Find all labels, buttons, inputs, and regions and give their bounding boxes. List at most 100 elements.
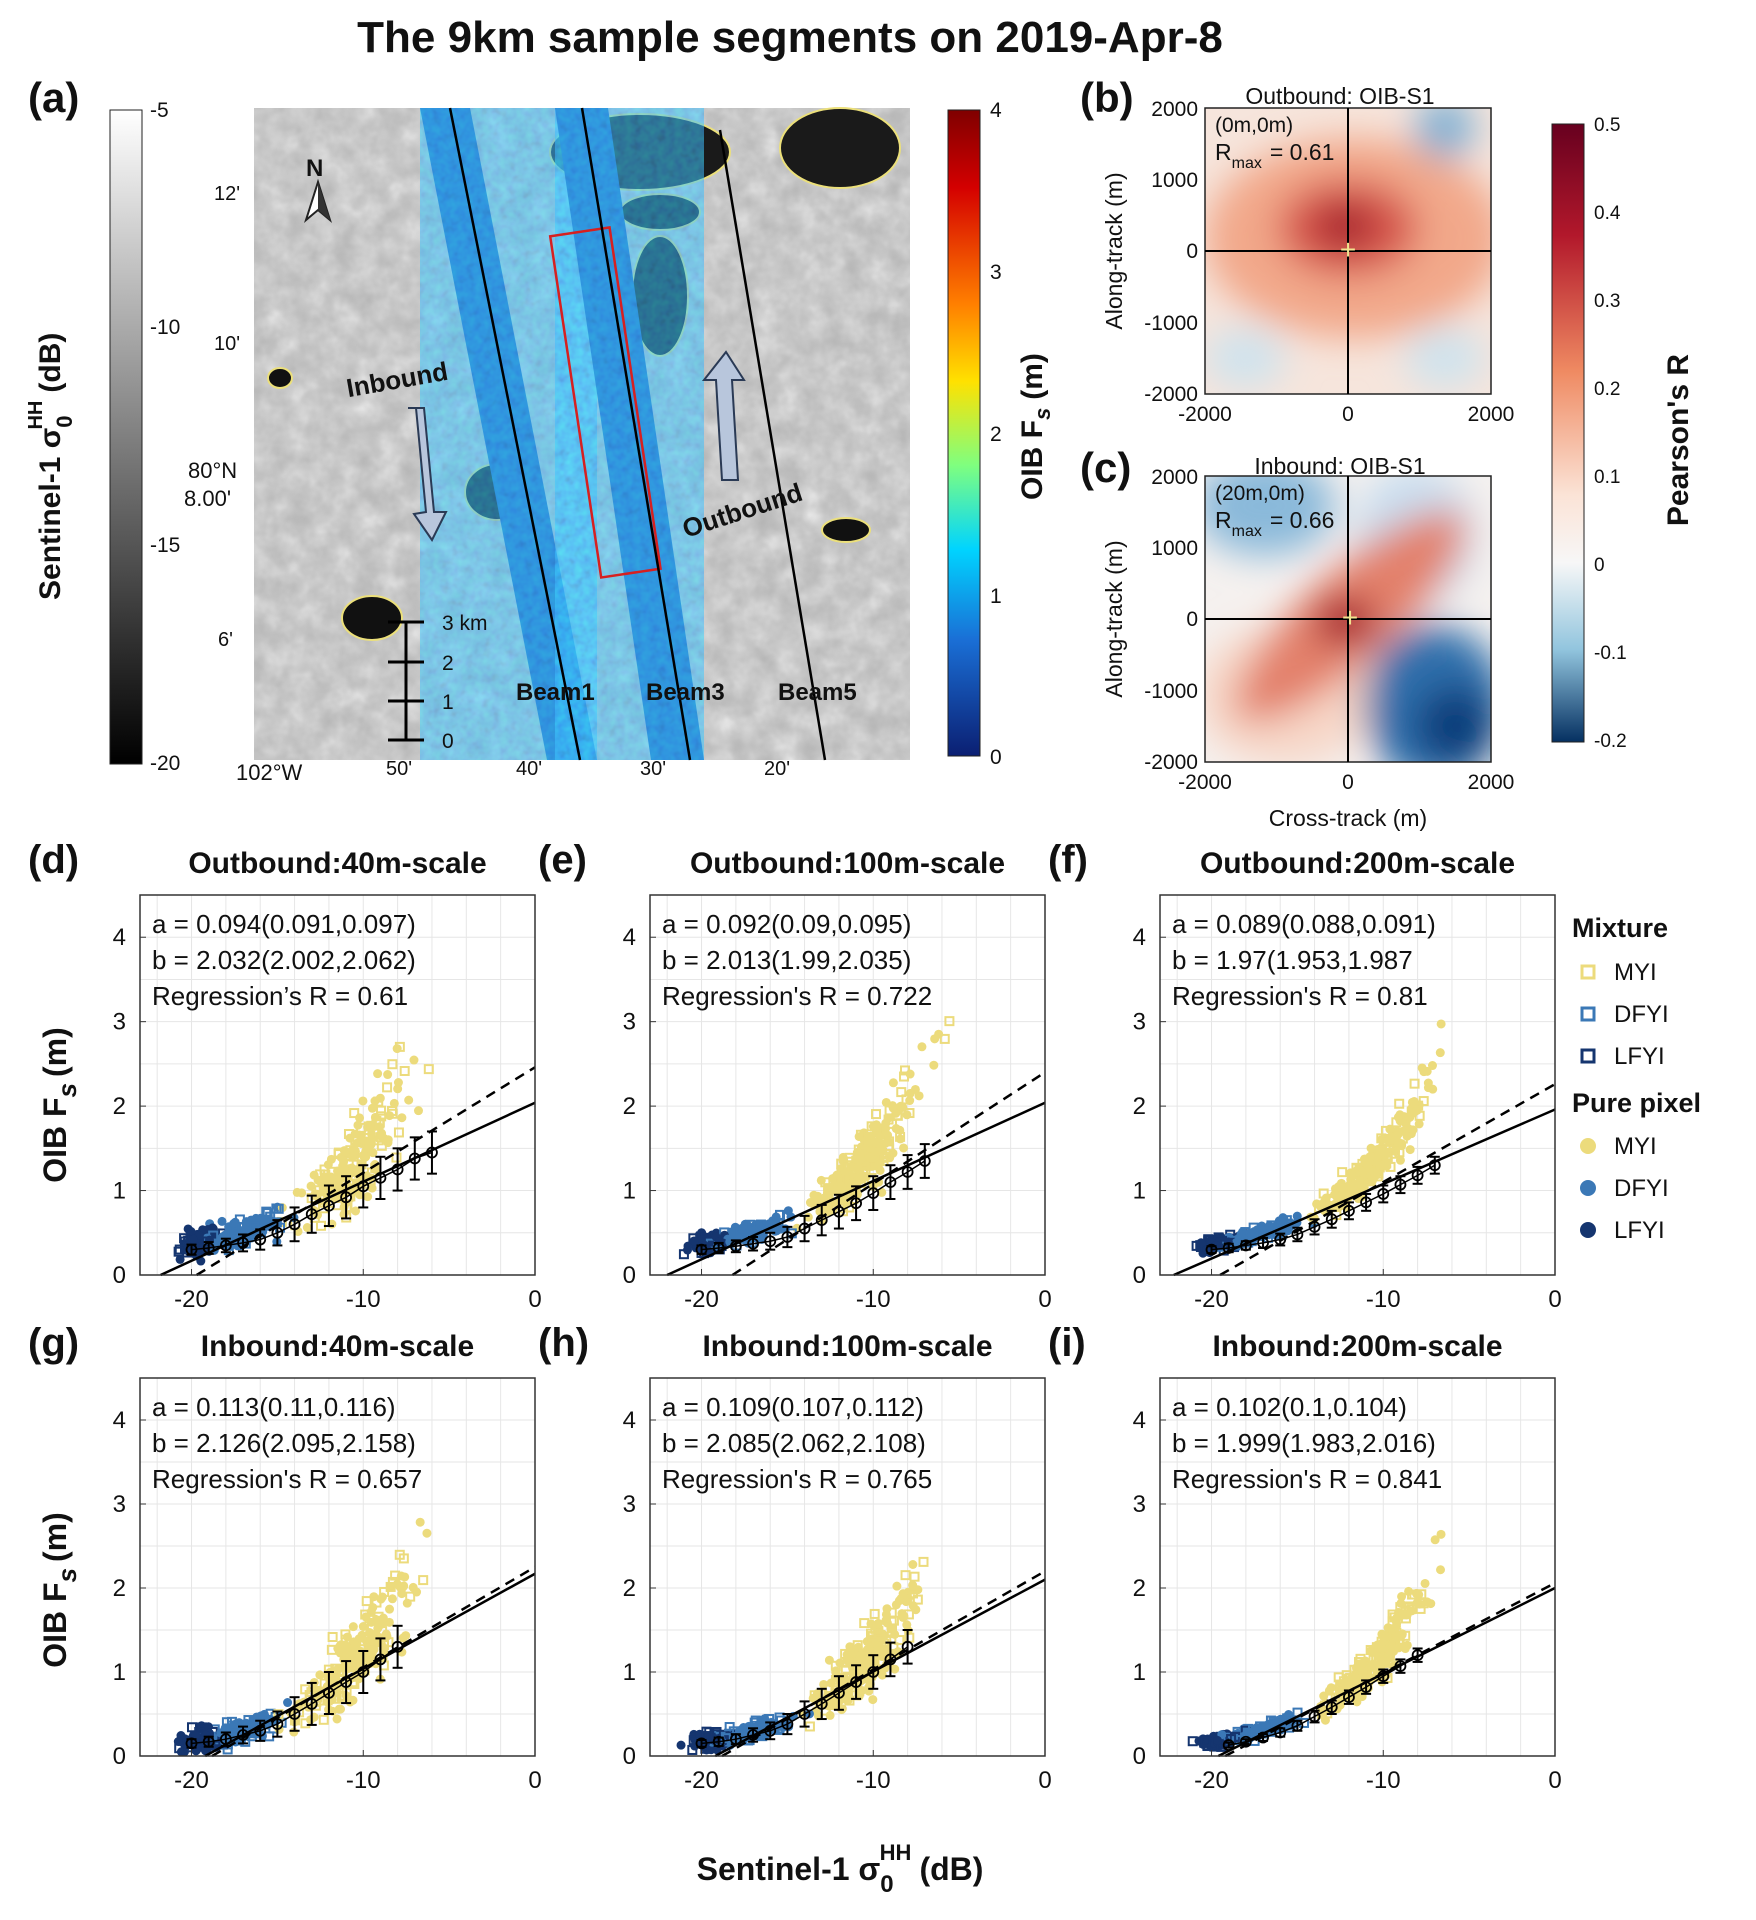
- scatter-point-pure: [1349, 1181, 1359, 1191]
- scatter-point-pure: [188, 1234, 198, 1244]
- fit-r-text: Regression's R = 0.841: [1172, 1464, 1442, 1494]
- scatter-point-mixture: [1187, 1736, 1198, 1747]
- binned-mean-point: [1377, 1188, 1390, 1200]
- s1-tick: -5: [150, 99, 169, 122]
- corr-tick: 0: [1186, 608, 1198, 631]
- scatter-panel-g: -20 -10 0 0 1 2 3 4 (g) Inbound:40m-scale a = 0.11…: [28, 1321, 542, 1794]
- scatter-point-pure: [1330, 1190, 1340, 1200]
- binned-mean-point: [798, 1222, 811, 1235]
- axes-frame: [649, 894, 1046, 1276]
- scatter-point-pure: [683, 1241, 693, 1251]
- scatter-point-pure: [875, 1158, 885, 1168]
- panel-c-title: Inbound: OIB-S1: [1254, 453, 1425, 479]
- binned-mean-point: [426, 1146, 438, 1159]
- x-tick-label: -10: [856, 1767, 891, 1794]
- scalebar-label: 0: [442, 730, 454, 753]
- corr-xtick: 0: [1342, 403, 1354, 426]
- scatter-point-pure: [341, 1649, 351, 1659]
- binned-mean-point: [185, 1243, 198, 1256]
- binned-mean-point: [781, 1231, 794, 1243]
- fit-r-text: Regression's R = 0.657: [152, 1464, 422, 1494]
- scatter-point-pure: [857, 1686, 867, 1696]
- scatter-point-pure: [1404, 1586, 1414, 1596]
- y-tick-label: 3: [623, 1009, 636, 1036]
- scatter-point-pure: [1405, 1145, 1415, 1155]
- oib-colorbar-label: OIB Fs(m): [1016, 353, 1055, 500]
- binned-mean-point: [833, 1687, 845, 1699]
- scatter-panel-i: -20 -10 0 0 1 2 3 4 (i) Inbound:200m-scale a = 0.1…: [1048, 1321, 1562, 1794]
- corr-tick: 0: [1186, 240, 1198, 263]
- binned-mean-point: [850, 1197, 862, 1210]
- scatter-points: [678, 1016, 955, 1260]
- scatter-point-pure: [1430, 1535, 1440, 1545]
- y-tick-label: 3: [113, 1009, 126, 1036]
- binned-mean-point: [288, 1708, 301, 1720]
- beam-label: Beam5: [778, 679, 857, 706]
- fit-r-text: Regression's R = 0.765: [662, 1464, 932, 1494]
- scatter-point-pure: [397, 1113, 407, 1123]
- scatter-point-mixture: [398, 1553, 409, 1564]
- panel-title: Outbound:100m-scale: [690, 847, 1005, 880]
- binned-mean-line: [1211, 1164, 1436, 1251]
- scatter-point-mixture: [262, 1208, 273, 1219]
- scatter-point-pure: [366, 1139, 376, 1149]
- scatter-point-pure: [879, 1644, 889, 1654]
- y-tick-label: 1: [623, 1178, 636, 1205]
- scatter-point-pure: [1375, 1146, 1385, 1156]
- scatter-point-mixture: [944, 1016, 955, 1027]
- scatter-point-pure: [1315, 1200, 1325, 1210]
- y-tick-label: 4: [623, 924, 636, 951]
- scatter-point-pure: [229, 1219, 239, 1229]
- scatter-point-pure: [868, 1695, 878, 1705]
- scatter-point-pure: [217, 1216, 227, 1226]
- scatter-point-pure: [1400, 1644, 1410, 1654]
- scatter-point-mixture: [390, 1570, 401, 1581]
- scatter-point-pure: [340, 1640, 350, 1650]
- binned-mean-point: [747, 1237, 759, 1250]
- scatter-point-pure: [355, 1113, 365, 1123]
- x-tick-label: -20: [684, 1767, 719, 1794]
- corr-tick: 1000: [1151, 537, 1198, 560]
- scatter-point-mixture: [939, 1033, 950, 1044]
- scatter-point-pure: [306, 1715, 316, 1725]
- scatter-point-pure: [864, 1682, 874, 1692]
- scatter-point-pure: [1409, 1096, 1419, 1106]
- scatter-point-pure: [289, 1727, 299, 1737]
- fit-line-dashed: [196, 1066, 536, 1277]
- scatter-point-pure: [336, 1704, 346, 1714]
- binned-mean-point: [374, 1653, 387, 1666]
- panel-a-label: (a): [28, 74, 79, 121]
- dark-floe-patches: [267, 107, 901, 641]
- binned-mean-point: [237, 1729, 249, 1741]
- scatter-point-pure: [854, 1132, 864, 1142]
- pearson-tick: 0.4: [1594, 203, 1621, 224]
- scatter-point-mixture: [1388, 1628, 1399, 1639]
- y-tick-label: 4: [1133, 924, 1146, 951]
- scatter-point-mixture: [894, 1635, 905, 1646]
- binned-mean-point: [729, 1733, 742, 1746]
- inbound-arrow-icon: [408, 407, 448, 542]
- scatter-point-pure: [884, 1113, 894, 1123]
- plot-area: [140, 895, 535, 1275]
- scatter-point-mixture: [328, 1178, 339, 1189]
- scatter-point-mixture: [896, 1087, 907, 1098]
- pearson-tick: -0.1: [1594, 643, 1627, 664]
- y-tick-label: 3: [113, 1491, 126, 1518]
- scatter-point-pure: [395, 1582, 405, 1592]
- binned-mean-point: [408, 1152, 421, 1165]
- scatter-panel-d: -20 -10 0 0 1 2 3 4 (d) Outbound:40m-scale a = 0.0…: [28, 838, 542, 1313]
- scatter-point-mixture: [1200, 1736, 1211, 1747]
- fit-line-dashed: [1219, 1083, 1556, 1277]
- scatter-point-mixture: [387, 1059, 398, 1070]
- scatter-panel-e: -20 -10 0 0 1 2 3 4 (e) Outbound:100m-scale a = 0.…: [538, 838, 1052, 1313]
- x-tick-label: 0: [1038, 1286, 1051, 1313]
- x-tick-label: 0: [528, 1286, 541, 1313]
- scatter-point-pure: [888, 1078, 898, 1088]
- beam5-line: [718, 129, 827, 761]
- panel-label: (e): [538, 838, 587, 882]
- scatter-point-mixture: [173, 1246, 184, 1257]
- scatter-point-pure: [357, 1630, 367, 1640]
- scatter-point-pure: [809, 1190, 819, 1200]
- scatter-point-pure: [176, 1747, 186, 1757]
- scatter-point-mixture: [234, 1214, 245, 1225]
